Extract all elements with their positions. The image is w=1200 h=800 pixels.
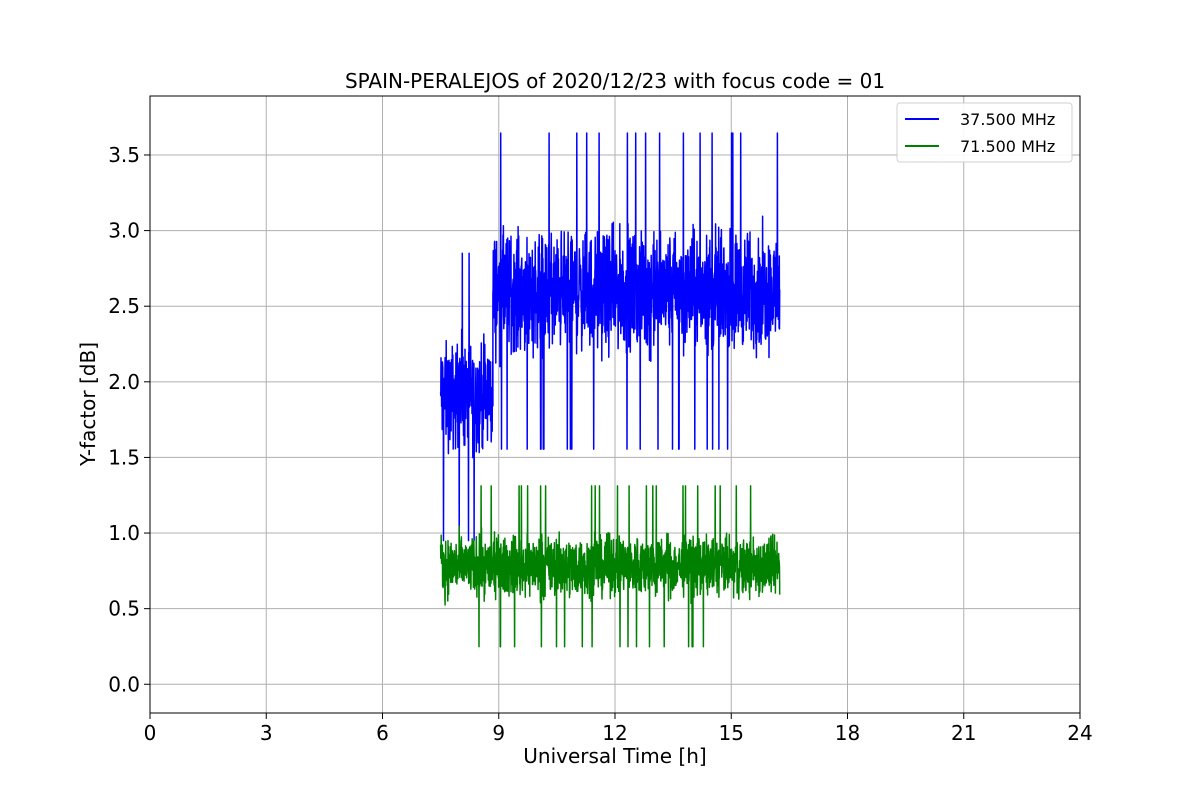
x-tick-label: 0 — [144, 721, 157, 745]
y-tick-label: 0.5 — [108, 597, 140, 621]
x-tick-label: 6 — [376, 721, 389, 745]
legend-label-71-5: 71.500 MHz — [960, 137, 1055, 156]
y-tick-label: 3.5 — [108, 143, 140, 167]
y-tick-label: 3.0 — [108, 219, 140, 243]
series-line-37-5-mhz — [439, 132, 781, 542]
x-axis: 0 3 6 9 12 15 18 21 24 — [144, 713, 1093, 745]
legend: 37.500 MHz 71.500 MHz — [896, 102, 1073, 163]
x-tick-label: 21 — [951, 721, 976, 745]
series-line-71-5-mhz — [439, 485, 781, 648]
x-tick-label: 3 — [260, 721, 273, 745]
x-tick-label: 15 — [719, 721, 744, 745]
series-layer — [439, 132, 781, 648]
y-tick-label: 1.0 — [108, 521, 140, 545]
chart-title: SPAIN-PERALEJOS of 2020/12/23 with focus… — [345, 69, 885, 93]
y-tick-label: 1.5 — [108, 445, 140, 469]
x-axis-label: Universal Time [h] — [523, 744, 706, 768]
y-tick-label: 0.0 — [108, 672, 140, 696]
x-tick-label: 18 — [835, 721, 860, 745]
x-tick-label: 24 — [1067, 721, 1092, 745]
legend-box — [896, 102, 1073, 163]
y-axis-label: Y-factor [dB] — [76, 342, 100, 467]
y-tick-label: 2.5 — [108, 294, 140, 318]
x-tick-label: 9 — [492, 721, 505, 745]
x-tick-label: 12 — [602, 721, 627, 745]
y-tick-label: 2.0 — [108, 370, 140, 394]
y-axis: 0.0 0.5 1.0 1.5 2.0 2.5 3.0 3.5 — [108, 143, 150, 696]
legend-label-37-5: 37.500 MHz — [960, 110, 1055, 129]
